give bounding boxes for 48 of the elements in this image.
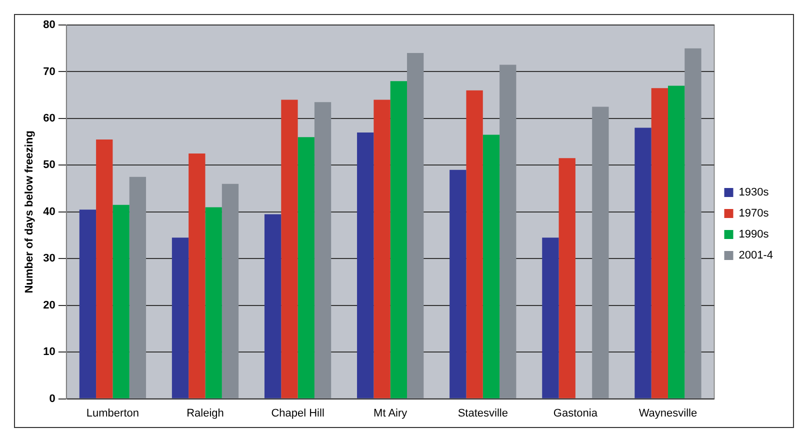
y-tick-label: 70 <box>43 66 56 78</box>
legend-label: 1930s <box>738 186 770 199</box>
bar <box>390 81 407 398</box>
bar <box>482 134 500 398</box>
bar <box>407 53 424 398</box>
legend-label: 1990s <box>738 228 770 241</box>
x-tick-label: Raleigh <box>186 407 224 420</box>
y-tick-label: 40 <box>43 206 56 218</box>
x-tick-label: Lumberton <box>86 407 140 420</box>
legend-label: 2001-4 <box>738 250 774 262</box>
x-tick-label: Mt Airy <box>374 407 408 420</box>
x-tick-label: Chapel Hill <box>271 407 324 420</box>
bar <box>684 48 702 398</box>
bar <box>79 210 96 398</box>
bar <box>298 137 314 398</box>
bar <box>357 132 374 398</box>
bar <box>500 64 516 398</box>
y-tick-label: 30 <box>43 252 56 265</box>
y-tick-label: 50 <box>43 159 56 172</box>
bar <box>129 176 146 398</box>
bar <box>172 238 189 398</box>
y-tick-label: 0 <box>49 392 56 405</box>
bar <box>542 238 559 398</box>
bar <box>558 158 576 398</box>
legend-label: 1970s <box>738 208 770 220</box>
y-tick-label: 20 <box>43 299 56 312</box>
bar <box>281 100 298 398</box>
bar <box>592 106 609 398</box>
bar <box>651 88 668 398</box>
y-tick-label: 10 <box>43 346 56 358</box>
bar <box>222 184 239 398</box>
bar <box>205 207 222 398</box>
bar <box>188 153 206 398</box>
y-axis-title: Number of days below freezing <box>24 130 36 294</box>
x-tick-label: Waynesville <box>638 407 698 420</box>
x-tick-label: Statesville <box>458 407 508 420</box>
x-tick-label: Gastonia <box>553 407 598 420</box>
bar <box>450 170 466 398</box>
bar <box>374 100 390 398</box>
bar <box>314 102 332 398</box>
bar <box>264 214 282 398</box>
bar <box>668 86 685 398</box>
bar <box>96 139 113 398</box>
y-tick-label: 80 <box>43 19 56 32</box>
bar <box>112 204 130 398</box>
bar <box>634 128 652 398</box>
y-tick-label: 60 <box>43 112 56 124</box>
bar <box>466 90 483 398</box>
